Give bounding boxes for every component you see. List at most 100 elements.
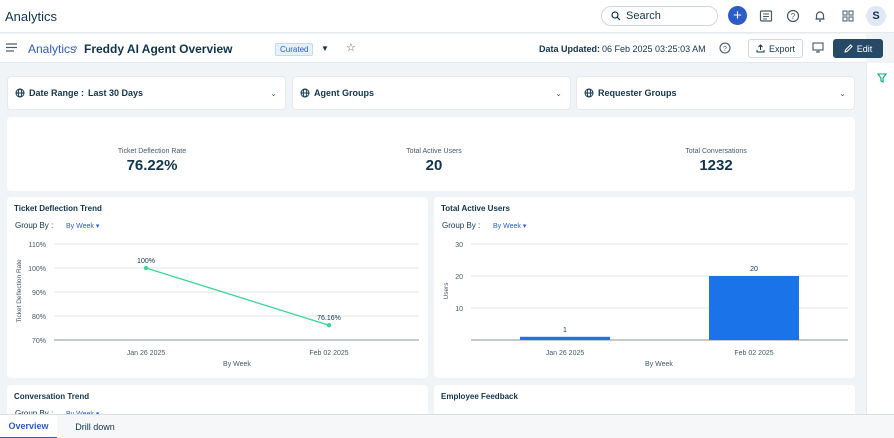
bell-icon[interactable]	[811, 7, 829, 25]
info-help-icon[interactable]: ?	[719, 42, 731, 54]
y-tick-label: 10	[455, 306, 463, 313]
filter-icon[interactable]	[877, 73, 887, 83]
data-label: 20	[750, 266, 758, 273]
search-icon	[611, 11, 621, 21]
card-title: Conversation Trend	[14, 392, 90, 401]
search-input[interactable]: Search	[601, 6, 718, 26]
filter-label: Date Range :	[29, 88, 85, 98]
x-tick-label: Feb 02 2025	[309, 350, 348, 357]
data-label: 100%	[137, 258, 155, 265]
user-avatar[interactable]: S	[866, 6, 886, 26]
help-icon[interactable]: ?	[784, 7, 802, 25]
y-tick-label: 80%	[32, 314, 46, 321]
x-axis-label: By Week	[645, 361, 673, 368]
series-line	[145, 267, 330, 326]
tab-drill-down[interactable]: Drill down	[75, 422, 115, 432]
chevron-down-icon: ⌄	[839, 89, 846, 98]
group-by-value: By Week	[493, 223, 521, 230]
tab-overview[interactable]: Overview	[0, 415, 57, 438]
kpi-total-conversations[interactable]: Total Conversations 1232	[616, 148, 816, 174]
data-label: 1	[563, 327, 567, 334]
kpi-label: Total Conversations	[685, 148, 747, 155]
filter-value: Last 30 Days	[88, 88, 144, 98]
filter-label: Agent Groups	[314, 88, 374, 98]
dashboard-header: Analytics › Freddy AI Agent Overview Cur…	[0, 34, 883, 63]
group-by-dropdown[interactable]: By Week ▾	[493, 222, 526, 230]
globe-icon	[300, 88, 310, 98]
globe-icon	[15, 88, 25, 98]
edit-button[interactable]: Edit	[833, 39, 883, 58]
group-by-label: Group By :	[15, 221, 54, 230]
chevron-right-icon: ›	[74, 42, 78, 54]
top-bar: Analytics Search + ? S	[0, 0, 894, 33]
edit-label: Edit	[856, 43, 873, 54]
kpi-value: 76.22%	[126, 157, 178, 174]
data-point	[143, 265, 149, 271]
card-title: Ticket Deflection Trend	[14, 204, 102, 213]
x-tick-label: Feb 02 2025	[734, 350, 773, 357]
kpi-label: Ticket Deflection Rate	[117, 148, 187, 155]
data-updated-label: Data Updated:	[539, 44, 601, 54]
kpi-label: Total Active Users	[406, 148, 462, 155]
bar	[520, 336, 610, 340]
right-sidebar	[866, 63, 894, 438]
y-axis-label: Ticket Deflection Rate	[16, 259, 23, 323]
deflection-line-chart: 110% 100% 90% 80% 70% 100% Jan 26 2025 76.16% Fe…	[16, 242, 419, 368]
monitor-icon[interactable]	[812, 42, 824, 53]
data-point	[326, 323, 332, 328]
y-axis-label: Users	[443, 282, 450, 300]
x-axis-label: By Week	[223, 361, 251, 368]
export-button[interactable]: Export	[748, 39, 803, 58]
card-title: Employee Feedback	[441, 392, 518, 401]
reports-icon[interactable]	[757, 7, 775, 25]
page-title: Freddy AI Agent Overview	[84, 42, 233, 56]
export-label: Export	[768, 43, 795, 54]
app-title: Analytics	[5, 9, 58, 24]
globe-icon	[584, 88, 594, 98]
breadcrumb-analytics[interactable]: Analytics	[28, 42, 77, 56]
y-tick-label: 30	[455, 242, 463, 249]
x-tick-label: Jan 26 2025	[546, 350, 585, 357]
active-users-card: Total Active Users Group By : By Week ▾ …	[434, 197, 855, 378]
group-by-dropdown[interactable]: By Week ▾	[66, 222, 99, 230]
curated-badge: Curated	[275, 43, 314, 56]
kpi-active-users[interactable]: Total Active Users 20	[334, 148, 534, 174]
new-button[interactable]: +	[728, 6, 747, 25]
group-by-label: Group By :	[442, 221, 481, 230]
y-tick-label: 110%	[29, 242, 46, 249]
bar	[709, 276, 799, 340]
caret-down-icon: ▾	[522, 223, 527, 230]
caret-down-icon[interactable]: ▼	[321, 44, 329, 53]
svg-text:?: ?	[791, 12, 796, 21]
svg-text:?: ?	[723, 46, 727, 53]
star-icon[interactable]: ☆	[346, 42, 356, 54]
group-by-label: Group By :	[15, 409, 53, 418]
chevron-down-icon: ⌄	[270, 89, 277, 98]
group-by-value: By Week	[66, 223, 94, 230]
y-tick-label: 90%	[32, 290, 46, 297]
data-label: 76.16%	[317, 315, 341, 322]
plus-icon: +	[733, 7, 742, 24]
card-title: Total Active Users	[441, 204, 510, 213]
agent-groups-filter[interactable]: Agent Groups ⌄	[292, 76, 571, 110]
kpi-card: Ticket Deflection Rate 76.22% Total Acti…	[7, 117, 855, 191]
y-tick-label: 100%	[28, 266, 46, 273]
data-updated-value: 06 Feb 2025 03:25:03 AM	[602, 44, 706, 54]
y-tick-label: 70%	[32, 338, 46, 345]
deflection-trend-card: Ticket Deflection Trend Group By : By We…	[7, 197, 428, 378]
kpi-deflection-rate[interactable]: Ticket Deflection Rate 76.22%	[52, 148, 252, 174]
requester-groups-filter[interactable]: Requester Groups ⌄	[576, 76, 855, 110]
chevron-down-icon: ⌄	[555, 89, 562, 98]
caret-down-icon: ▾	[95, 223, 100, 230]
x-tick-label: Jan 26 2025	[127, 350, 166, 357]
apps-icon[interactable]	[839, 7, 857, 25]
filter-label: Requester Groups	[598, 88, 677, 98]
pencil-icon	[844, 44, 853, 53]
kpi-value: 1232	[699, 157, 733, 174]
bottom-tabs: Overview Drill down	[0, 414, 894, 438]
menu-icon[interactable]	[6, 43, 17, 52]
kpi-value: 20	[425, 157, 443, 174]
y-tick-label: 20	[455, 274, 463, 281]
active-users-bar-chart: 30 20 10 1 Jan 26 2025 20 Feb 02 2025 By Week Us…	[443, 242, 848, 368]
date-range-filter[interactable]: Date Range : Last 30 Days ⌄	[7, 76, 286, 110]
